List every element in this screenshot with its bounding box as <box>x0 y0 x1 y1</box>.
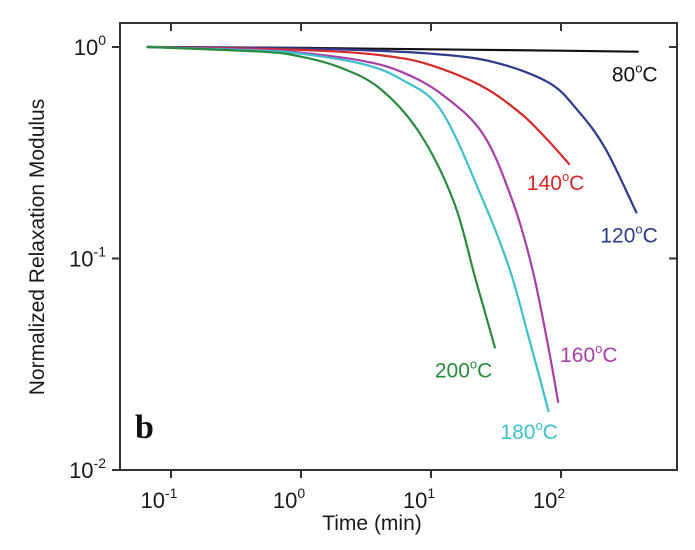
series-line-180c <box>146 45 550 413</box>
series-lines <box>146 45 639 413</box>
series-label-200c: 200oC <box>435 356 492 382</box>
series-label-160c: 160oC <box>560 341 617 367</box>
series-line-120c <box>146 45 638 214</box>
x-axis: 10-1 100 101 102 <box>141 23 565 513</box>
y-tick-label: 10-2 <box>69 455 106 483</box>
y-axis-title: Normalized Relaxation Modulus <box>26 99 49 395</box>
series-line-160c <box>146 45 560 403</box>
x-tick-label: 102 <box>533 485 565 513</box>
panel-label: b <box>135 409 154 446</box>
x-tick-label: 100 <box>273 485 305 513</box>
series-labels: 80oC 120oC 140oC 160oC 180oC 200oC <box>435 61 658 444</box>
series-label-120c: 120oC <box>600 222 657 248</box>
y-tick-label: 10-1 <box>69 244 106 272</box>
y-tick-label: 100 <box>74 32 106 60</box>
y-axis: 100 10-1 10-2 <box>69 32 677 483</box>
x-tick-label: 101 <box>403 485 435 513</box>
plot-frame <box>119 22 678 471</box>
series-line-200c <box>146 45 496 349</box>
series-label-180c: 180oC <box>500 418 557 444</box>
series-label-80c: 80oC <box>612 61 658 87</box>
x-tick-label: 10-1 <box>141 485 178 513</box>
x-axis-title: Time (min) <box>322 512 422 535</box>
series-label-140c: 140oC <box>527 169 584 195</box>
